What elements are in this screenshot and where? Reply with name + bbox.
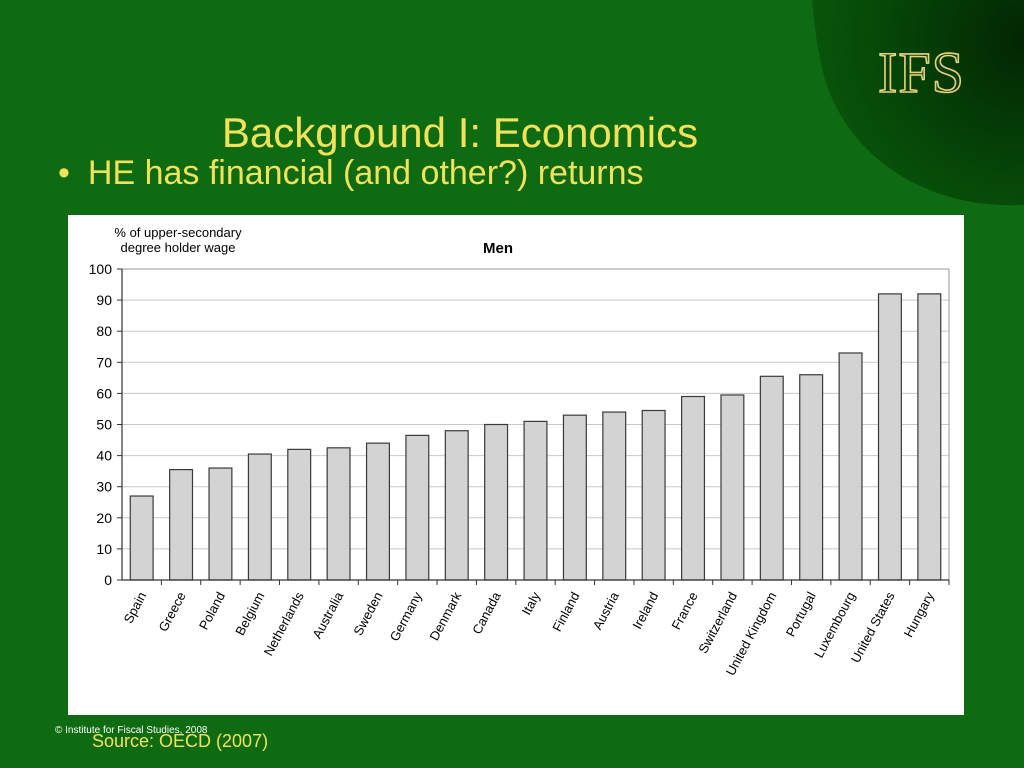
y-tick-label: 30: [96, 479, 112, 495]
x-tick-label: Denmark: [426, 589, 464, 643]
bar-australia: [326, 447, 351, 581]
x-tick-label: Portugal: [783, 589, 819, 639]
x-tick-label: Australia: [309, 589, 346, 641]
x-tick-label: Italy: [519, 589, 544, 618]
x-tick-label: Luxembourg: [811, 589, 858, 660]
bar-sweden: [365, 442, 390, 581]
y-tick-label: 90: [96, 292, 112, 308]
x-tick-label: Austria: [590, 589, 623, 632]
source-note: Source: OECD (2007): [92, 731, 269, 751]
bar-italy: [523, 420, 548, 581]
bar-denmark: [444, 430, 469, 581]
x-tick-label: Canada: [469, 589, 504, 637]
bullet-icon: •: [58, 154, 70, 192]
bullet-point: • HE has financial (and other?) returns: [58, 152, 644, 194]
x-tick-label: Belgium: [232, 589, 267, 638]
chart-title: Men: [483, 240, 513, 257]
bar-netherlands: [287, 448, 312, 581]
y-axis-label-line: degree holder wage: [121, 240, 236, 255]
bar-portugal: [799, 374, 824, 581]
y-tick-label: 80: [96, 323, 112, 339]
y-tick-label: 20: [96, 510, 112, 526]
bar-france: [681, 395, 706, 581]
x-tick-label: Switzerland: [695, 589, 740, 655]
bar-hungary: [917, 293, 942, 581]
bar-greece: [169, 468, 194, 581]
y-tick-label: 100: [89, 261, 113, 277]
ifs-logo: IFS: [877, 38, 990, 108]
x-tick-label: Sweden: [350, 589, 385, 638]
x-tick-label: Germany: [387, 589, 426, 644]
y-axis-label-line: % of upper-secondary: [114, 225, 242, 240]
copyright-note: © Institute for Fiscal Studies, 2008: [55, 725, 208, 736]
x-tick-label: Netherlands: [261, 589, 307, 658]
bar-finland: [562, 414, 587, 581]
bullet-text: HE has financial (and other?) returns: [87, 154, 644, 192]
chart-panel: % of upper-secondary degree holder wage M…: [68, 215, 964, 715]
x-tick-label: Hungary: [901, 589, 938, 640]
bar-germany: [405, 434, 430, 581]
bar-belgium: [247, 453, 272, 581]
x-tick-label: Poland: [196, 589, 228, 632]
x-tick-label: Spain: [120, 589, 149, 625]
y-tick-label: 50: [96, 417, 112, 433]
bar-austria: [602, 411, 627, 581]
slide-title: Background I: Economics: [221, 109, 699, 156]
bar-united-kingdom: [759, 375, 784, 581]
bar-luxembourg: [838, 352, 863, 581]
y-tick-label: 40: [96, 448, 112, 464]
logo-text: IFS: [877, 39, 965, 106]
y-tick-label: 10: [96, 541, 112, 557]
y-tick-labels: 0 10 20 30 40 50 60 70 80 90 100: [89, 261, 122, 588]
bars: [129, 293, 942, 581]
bar-canada: [484, 423, 509, 581]
bar-poland: [208, 467, 233, 581]
bar-ireland: [641, 409, 666, 581]
x-tick-label: France: [668, 589, 700, 632]
bar-switzerland: [720, 394, 745, 581]
x-tick-label: Ireland: [629, 589, 661, 631]
bar-spain: [129, 495, 154, 581]
y-tick-label: 0: [104, 572, 112, 588]
x-tick-label: Finland: [549, 589, 582, 634]
y-tick-label: 70: [96, 354, 112, 370]
bar-united-states: [877, 293, 902, 581]
x-tick-label: Greece: [155, 589, 188, 634]
y-tick-label: 60: [96, 385, 112, 401]
